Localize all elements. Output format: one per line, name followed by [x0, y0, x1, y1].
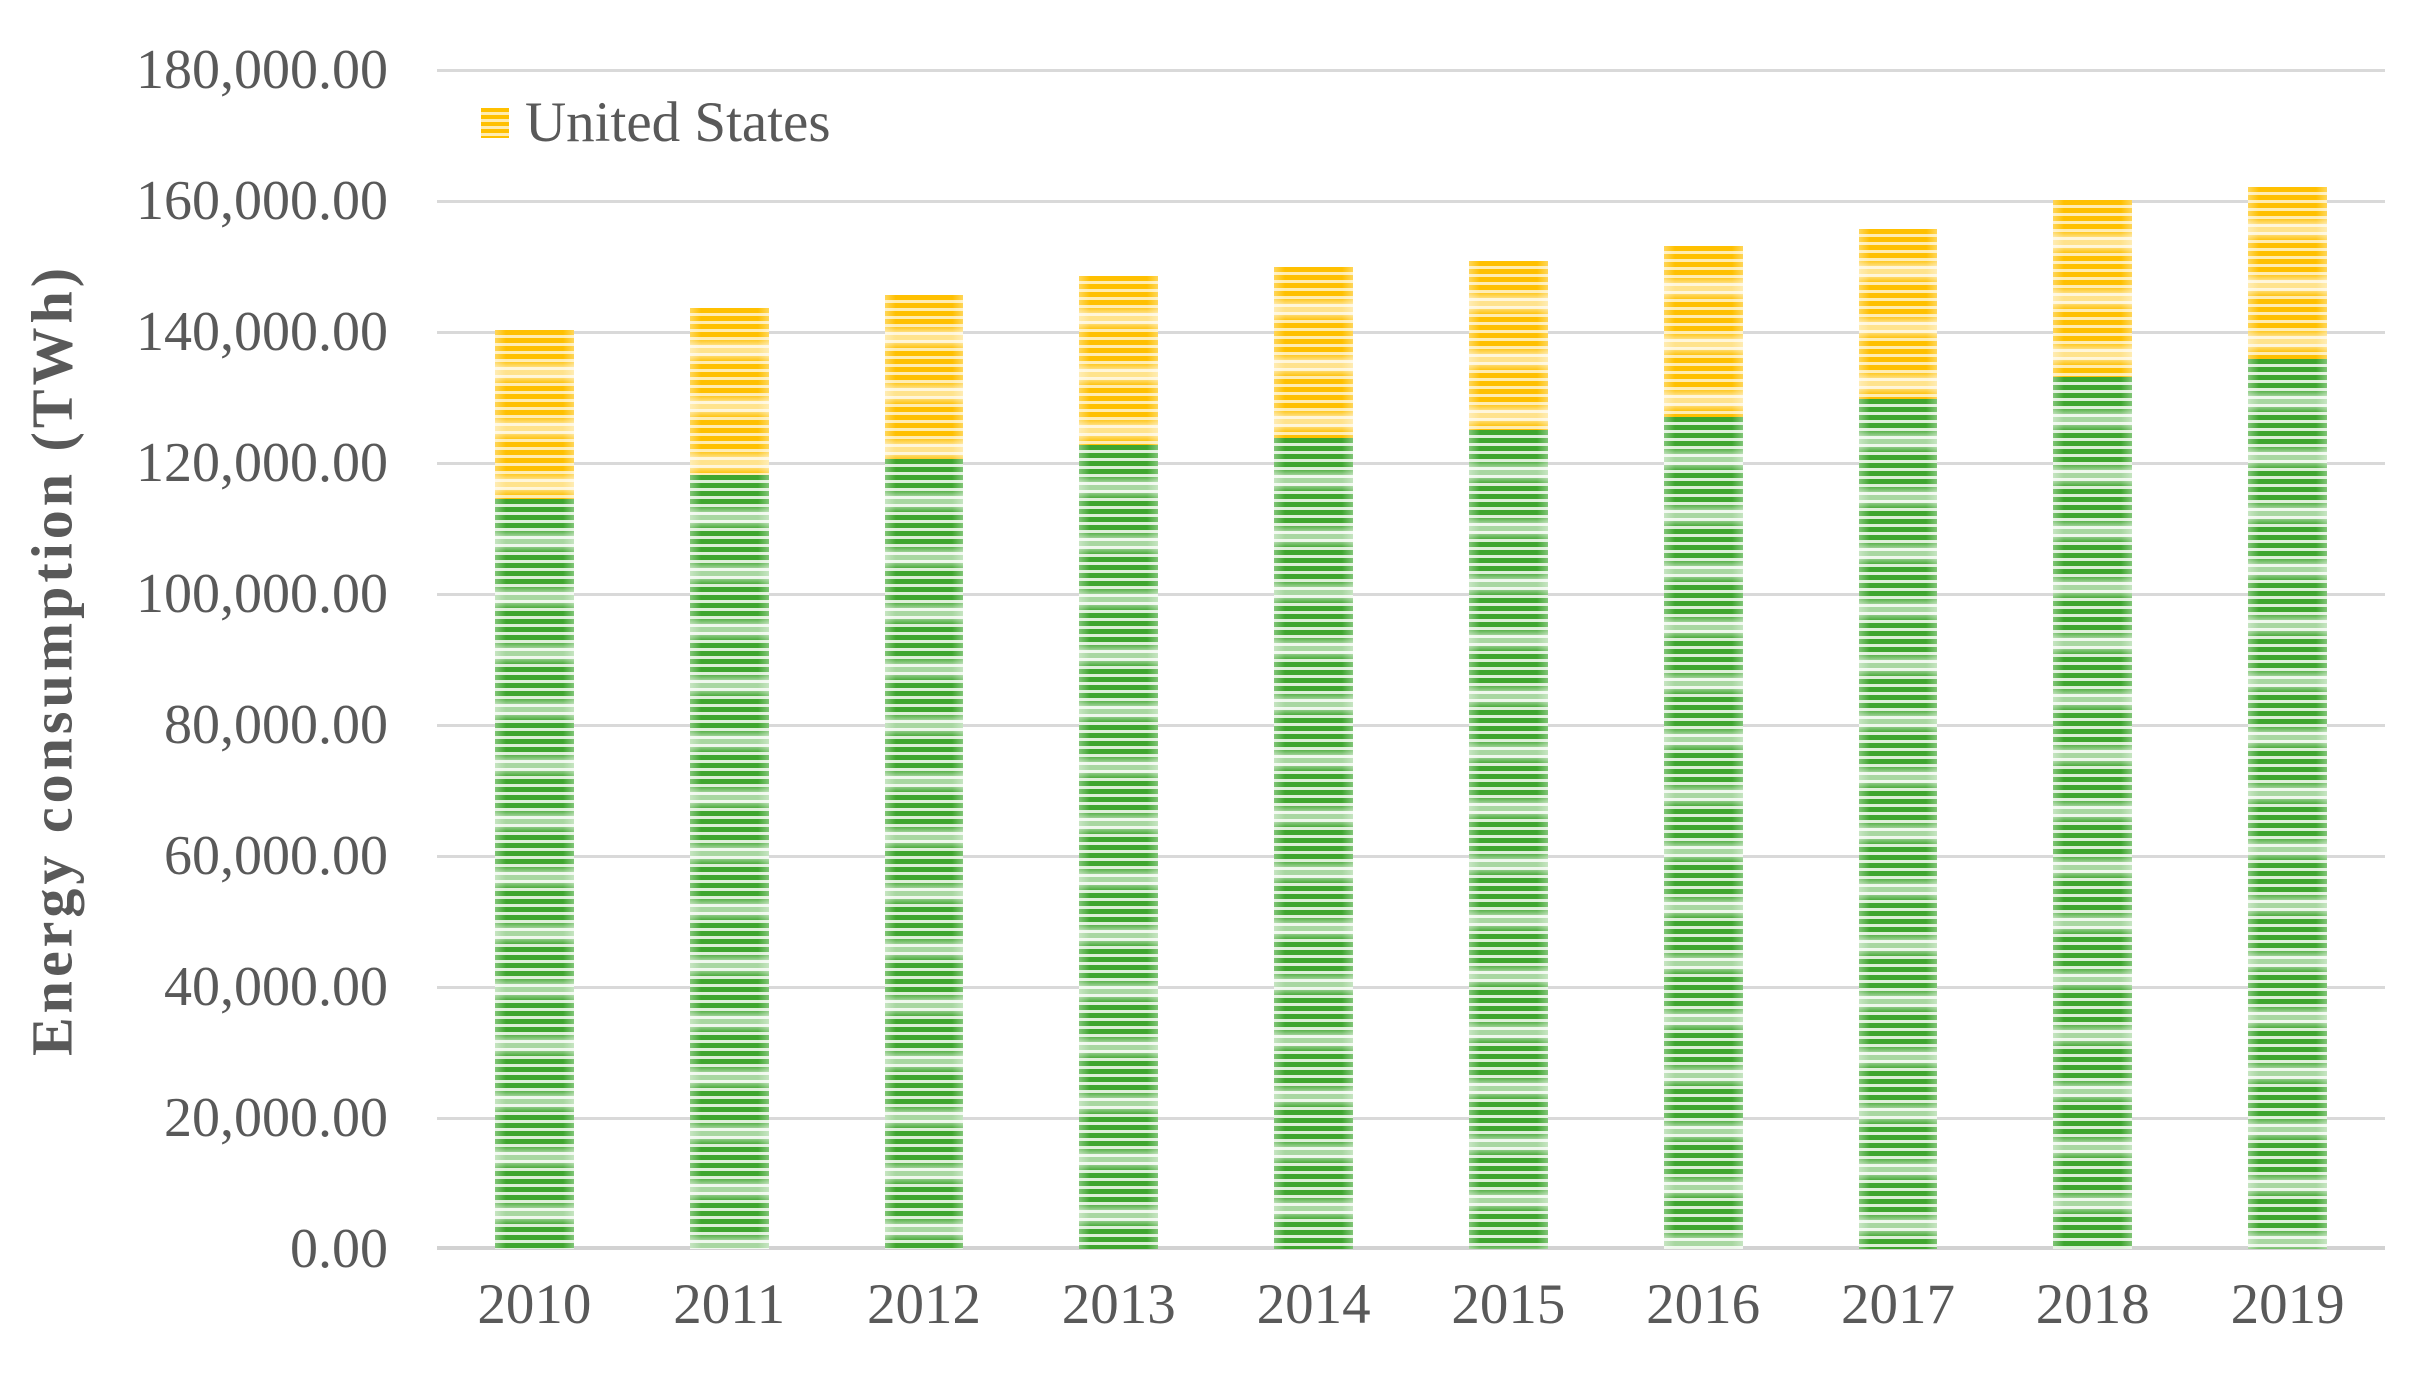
bar-segment-2015-series-0 [1468, 430, 1548, 1249]
gridline-120000 [437, 461, 2385, 465]
bar-segment-2015-united-states [1468, 261, 1548, 431]
legend-swatch-united-states-icon [481, 107, 509, 138]
bar-segment-2010-series-0 [494, 499, 574, 1249]
plot-area: United States [437, 68, 2385, 1250]
bar-slot-2017 [1801, 70, 1996, 1249]
bar-slot-2011 [632, 70, 827, 1249]
gridline-160000 [437, 199, 2385, 203]
x-tick-label-2018: 2018 [2035, 1273, 2150, 1336]
y-tick-label: 20,000.00 [164, 1087, 388, 1150]
legend: United States [481, 94, 831, 151]
stacked-bar-2012 [884, 70, 964, 1249]
bar-segment-2018-series-0 [2053, 376, 2133, 1249]
bar-segment-2013-series-0 [1079, 445, 1159, 1249]
stacked-bar-2016 [1663, 70, 1743, 1249]
y-tick-label: 100,000.00 [136, 563, 388, 625]
bar-segment-2019-series-0 [2248, 358, 2328, 1249]
gridline-0 [437, 1246, 2385, 1250]
stacked-bar-2011 [689, 70, 769, 1249]
gridlines [437, 68, 2385, 1250]
bar-segment-2017-united-states [1858, 228, 1938, 400]
y-tick-label: 80,000.00 [164, 694, 388, 757]
x-tick-label-2014: 2014 [1256, 1273, 1371, 1336]
bar-segment-2016-series-0 [1663, 417, 1743, 1249]
stacked-bar-2015 [1468, 70, 1548, 1249]
bar-segment-2011-united-states [689, 307, 769, 476]
y-tick-label: 120,000.00 [136, 432, 388, 494]
bar-slot-2012 [827, 70, 1022, 1249]
gridline-40000 [437, 985, 2385, 989]
gridline-100000 [437, 592, 2385, 596]
bar-slot-2013 [1021, 70, 1216, 1249]
bar-slot-2015 [1411, 70, 1606, 1249]
bar-segment-2016-united-states [1663, 246, 1743, 418]
y-tick-label: 160,000.00 [136, 170, 388, 233]
x-axis-labels: 2010 2011 2012 2013 2014 2015 2016 2017 2018 2019 [437, 1272, 2385, 1338]
bar-segment-2010-united-states [494, 330, 574, 500]
bar-slot-2018 [1995, 70, 2190, 1249]
stacked-bar-2017 [1858, 70, 1938, 1249]
stacked-bar-2018 [2053, 70, 2133, 1249]
gridline-60000 [437, 854, 2385, 858]
bar-segment-2017-series-0 [1858, 399, 1938, 1249]
x-tick-label-2017: 2017 [1840, 1273, 1955, 1336]
gridline-80000 [437, 723, 2385, 727]
x-tick-label-2015: 2015 [1451, 1273, 1566, 1336]
x-tick-label-2011: 2011 [673, 1273, 786, 1336]
bar-slot-2010 [437, 70, 632, 1249]
y-tick-label: 140,000.00 [136, 301, 388, 363]
x-tick-label-2010: 2010 [477, 1273, 592, 1336]
bar-segment-2013-united-states [1079, 275, 1159, 446]
y-tick-label: 40,000.00 [164, 956, 388, 1019]
bar-slot-2019 [2190, 70, 2385, 1249]
bar-slot-2016 [1606, 70, 1801, 1249]
x-tick-label-2019: 2019 [2230, 1273, 2345, 1336]
stacked-bar-2013 [1079, 70, 1159, 1249]
gridline-140000 [437, 330, 2385, 334]
y-tick-label: 0.00 [290, 1218, 388, 1280]
bar-slot-2014 [1216, 70, 1411, 1249]
x-tick-label-2013: 2013 [1061, 1273, 1176, 1336]
bar-segment-2012-united-states [884, 295, 964, 460]
stacked-bar-2019 [2248, 70, 2328, 1249]
bar-segment-2012-series-0 [884, 459, 964, 1249]
x-tick-label-2012: 2012 [866, 1273, 981, 1336]
bar-segment-2014-series-0 [1274, 438, 1354, 1249]
x-tick-label-2016: 2016 [1646, 1273, 1761, 1336]
bar-segment-2019-united-states [2248, 186, 2328, 359]
y-axis-tick-labels: 0.00 20,000.00 40,000.00 60,000.00 80,000.00… [0, 42, 388, 1277]
bar-segment-2014-united-states [1274, 267, 1354, 439]
gridline-180000 [437, 68, 2385, 72]
gridline-20000 [437, 1116, 2385, 1120]
stacked-bar-2010 [494, 70, 574, 1249]
y-tick-label: 180,000.00 [136, 39, 388, 101]
bar-series-container [437, 70, 2385, 1249]
bar-segment-2011-series-0 [689, 475, 769, 1249]
stacked-bar-2014 [1274, 70, 1354, 1249]
bar-segment-2018-united-states [2053, 200, 2133, 377]
y-tick-label: 60,000.00 [164, 825, 388, 887]
legend-label-united-states: United States [525, 91, 831, 154]
